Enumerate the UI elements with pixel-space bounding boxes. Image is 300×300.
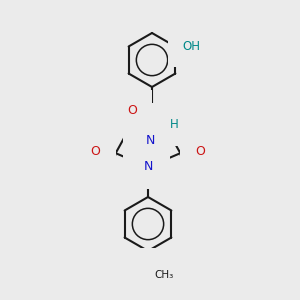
- Text: OH: OH: [182, 40, 200, 53]
- Text: N: N: [143, 160, 153, 173]
- Text: O: O: [195, 145, 205, 158]
- Text: N: N: [162, 118, 172, 130]
- Text: O: O: [127, 104, 137, 118]
- Text: O: O: [143, 262, 153, 275]
- Text: O: O: [91, 145, 100, 158]
- Text: N: N: [145, 134, 155, 148]
- Text: CH₃: CH₃: [154, 270, 174, 280]
- Text: H: H: [169, 118, 178, 130]
- Text: H: H: [138, 134, 146, 148]
